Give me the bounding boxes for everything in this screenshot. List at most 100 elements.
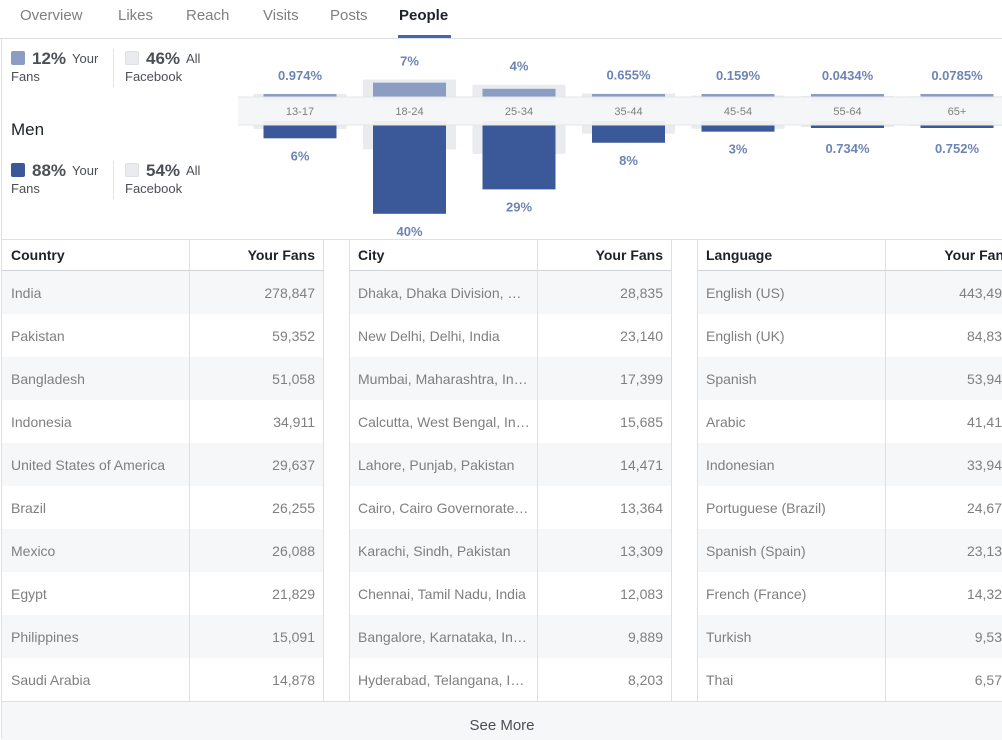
table-right-border (323, 240, 324, 701)
tab-visits[interactable]: Visits (263, 7, 299, 24)
column-header[interactable]: City (358, 247, 384, 263)
row-fan-count: 13,309 (545, 543, 663, 559)
men-value-label: 40% (396, 224, 422, 239)
row-label: Hyderabad, Telangana, India (358, 672, 530, 688)
row-fan-count: 21,829 (197, 586, 315, 602)
table-row: French (France)14,32 (697, 572, 1002, 615)
tab-likes[interactable]: Likes (118, 7, 153, 24)
women-all-label: All (186, 50, 200, 68)
row-label: Indonesia (11, 414, 182, 430)
column-header[interactable]: Language (706, 247, 772, 263)
row-fan-count: 41,41 (901, 414, 1002, 430)
column-header-your-fans[interactable]: Your Fans (248, 247, 315, 263)
men-your-label: Your (72, 162, 98, 180)
row-fan-count: 13,364 (545, 500, 663, 516)
table-row: English (UK)84,83 (697, 314, 1002, 357)
table-row: Indonesian 33,94 (697, 443, 1002, 486)
men-fans-label: Fans (11, 180, 40, 198)
table-left-border (697, 240, 698, 701)
row-fan-count: 84,83 (901, 328, 1002, 344)
row-fan-count: 6,57 (901, 672, 1002, 688)
row-label: Indonesian (706, 457, 878, 473)
women-your-fans-swatch (11, 51, 25, 65)
women-value-label: 0.159% (716, 68, 761, 83)
row-label: Arabic (706, 414, 878, 430)
age-tick-label: 65+ (948, 106, 967, 118)
women-value-label: 0.655% (606, 68, 651, 83)
row-fan-count: 53,94 (901, 371, 1002, 387)
row-fan-count: 14,471 (545, 457, 663, 473)
row-fan-count: 12,083 (545, 586, 663, 602)
row-label: French (France) (706, 586, 878, 602)
age-tick-label: 45-54 (724, 106, 752, 118)
row-label: Philippines (11, 629, 182, 645)
table-left-border (349, 240, 350, 701)
tab-overview[interactable]: Overview (20, 7, 83, 24)
men-bar (373, 121, 446, 214)
table-row: Brazil 26,255 (2, 486, 323, 529)
tab-people[interactable]: People (399, 7, 448, 24)
row-fan-count: 9,889 (545, 629, 663, 645)
row-label: Bangalore, Karnataka, India (358, 629, 530, 645)
women-all-facebook-swatch (125, 51, 139, 65)
men-bar (483, 121, 556, 189)
table-header: Language Your Fan (697, 240, 1002, 271)
tab-reach[interactable]: Reach (186, 7, 229, 24)
row-fan-count: 15,091 (197, 629, 315, 645)
tab-posts[interactable]: Posts (330, 7, 368, 24)
row-fan-count: 443,49 (901, 285, 1002, 301)
women-value-label: 4% (510, 59, 529, 74)
table-header: Country Your Fans (2, 240, 323, 271)
row-label: Turkish (706, 629, 878, 645)
table-right-border (671, 240, 672, 701)
see-more-bar: See More (2, 701, 1002, 740)
column-header-your-fans[interactable]: Your Fans (596, 247, 663, 263)
men-value-label: 3% (729, 142, 748, 157)
row-fan-count: 278,847 (197, 285, 315, 301)
row-label: Mumbai, Maharashtra, India (358, 371, 530, 387)
age-gender-chart: 0.974%6%7%40%4%29%0.655%8%0.159%3%0.0434… (238, 38, 1002, 238)
row-label: Bangladesh (11, 371, 182, 387)
row-label: Saudi Arabia (11, 672, 182, 688)
see-more-link[interactable]: See More (2, 717, 1002, 734)
men-value-label: 0.752% (935, 141, 980, 156)
table-row: Hyderabad, Telangana, India 8,203 (349, 658, 671, 701)
column-separator (885, 240, 886, 701)
table-row: Spanish 53,94 (697, 357, 1002, 400)
table-row: Cairo, Cairo Governorate, … 13,364 (349, 486, 671, 529)
men-all-facebook-pct: 54% (146, 161, 180, 181)
men-all-label: All (186, 162, 200, 180)
column-header[interactable]: Country (11, 247, 65, 263)
row-label: Egypt (11, 586, 182, 602)
men-your-fans-swatch (11, 163, 25, 177)
row-fan-count: 28,835 (545, 285, 663, 301)
table-row: Dhaka, Dhaka Division, B…28,835 (349, 271, 671, 314)
row-label: Thai (706, 672, 878, 688)
row-fan-count: 23,13 (901, 543, 1002, 559)
row-label: Spanish (706, 371, 878, 387)
men-value-label: 6% (291, 148, 310, 163)
women-all-facebook-pct: 46% (146, 49, 180, 69)
row-fan-count: 29,637 (197, 457, 315, 473)
row-label: Cairo, Cairo Governorate, … (358, 500, 530, 516)
women-facebook-label: Facebook (125, 68, 182, 86)
men-your-fans-pct: 88% (32, 161, 66, 181)
row-fan-count: 8,203 (545, 672, 663, 688)
row-fan-count: 26,255 (197, 500, 315, 516)
row-label: Pakistan (11, 328, 182, 344)
row-fan-count: 33,94 (901, 457, 1002, 473)
row-fan-count: 15,685 (545, 414, 663, 430)
table-row: Thai 6,57 (697, 658, 1002, 701)
row-label: Brazil (11, 500, 182, 516)
table-row: Egypt 21,829 (2, 572, 323, 615)
column-header-your-fans[interactable]: Your Fan (944, 247, 1002, 263)
row-label: Calcutta, West Bengal, India (358, 414, 530, 430)
row-fan-count: 17,399 (545, 371, 663, 387)
